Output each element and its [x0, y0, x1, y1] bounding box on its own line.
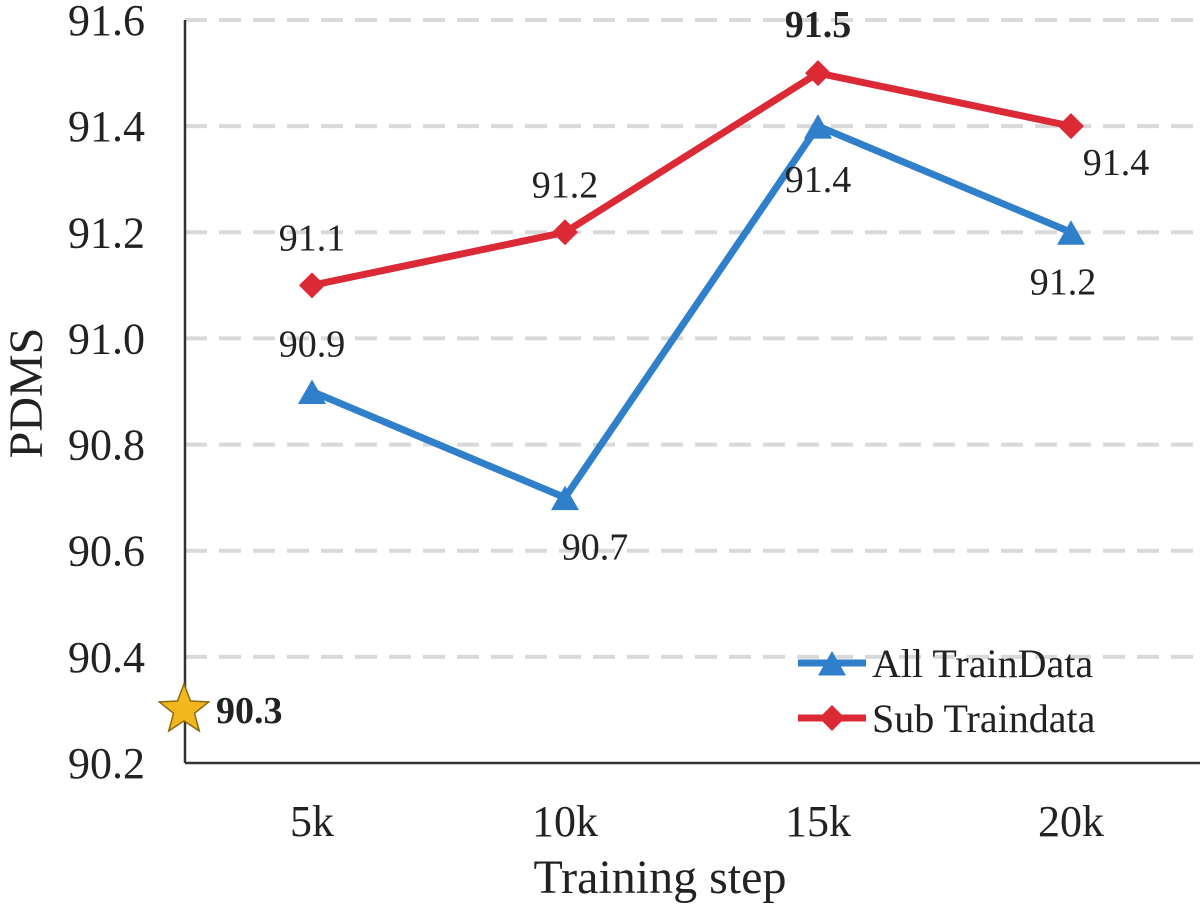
y-axis-title: PDMS: [0, 328, 53, 459]
x-axis-title: Training step: [534, 851, 787, 904]
y-tick-label: 90.4: [68, 633, 145, 682]
y-tick-label: 90.6: [68, 527, 145, 576]
data-label-sub-traindata: 91.2: [532, 164, 599, 206]
data-label-all-traindata: 90.7: [562, 527, 629, 569]
baseline-star-icon: [157, 681, 211, 733]
data-label-sub-traindata: 91.1: [279, 217, 346, 259]
data-label-sub-traindata: 91.4: [1083, 142, 1150, 184]
axes: 90.2 90.4 90.6 90.8 91.0 91.2 91.4 91.6 5k 10k 15k…: [68, 0, 1200, 846]
point-sub-traindata: [805, 60, 831, 87]
legend-label-sub-traindata: Sub Traindata: [872, 696, 1096, 741]
data-label-all-traindata: 91.2: [1030, 261, 1097, 303]
x-tick-label: 5k: [290, 797, 334, 846]
x-tick-label: 20k: [1038, 797, 1104, 846]
legend: All TrainData Sub Traindata: [798, 641, 1096, 741]
x-tick-label: 10k: [532, 797, 598, 846]
y-tick-label: 90.8: [68, 421, 145, 470]
legend-label-all-traindata: All TrainData: [872, 641, 1093, 686]
series-line-all-traindata: [310, 122, 1073, 502]
y-tick-label: 91.2: [68, 208, 145, 257]
point-all-traindata: [1057, 220, 1085, 245]
data-label-sub-traindata: 91.5: [785, 4, 852, 46]
series-line-sub-traindata: [311, 69, 1072, 289]
labels: 90.9 90.7 91.4 91.2 91.1 91.2 91.5 91.4 90.3: [216, 4, 1149, 732]
baseline-label: 90.3: [216, 690, 283, 732]
x-tick-label: 15k: [785, 797, 851, 846]
point-all-traindata: [804, 114, 832, 139]
point-all-traindata: [298, 379, 326, 404]
data-label-all-traindata: 90.9: [279, 324, 346, 366]
legend-marker-sub-traindata: [819, 705, 845, 731]
point-all-traindata: [551, 485, 579, 511]
point-sub-traindata: [552, 219, 578, 246]
point-sub-traindata: [1058, 113, 1084, 140]
y-tick-label: 90.2: [68, 739, 145, 788]
legend-marker-all-traindata: [818, 651, 846, 676]
point-sub-traindata: [299, 272, 325, 299]
series: [157, 60, 1085, 733]
y-tick-label: 91.0: [68, 314, 145, 363]
data-label-all-traindata: 91.4: [785, 159, 852, 201]
y-tick-label: 91.4: [68, 102, 145, 151]
y-tick-label: 91.6: [68, 0, 145, 45]
